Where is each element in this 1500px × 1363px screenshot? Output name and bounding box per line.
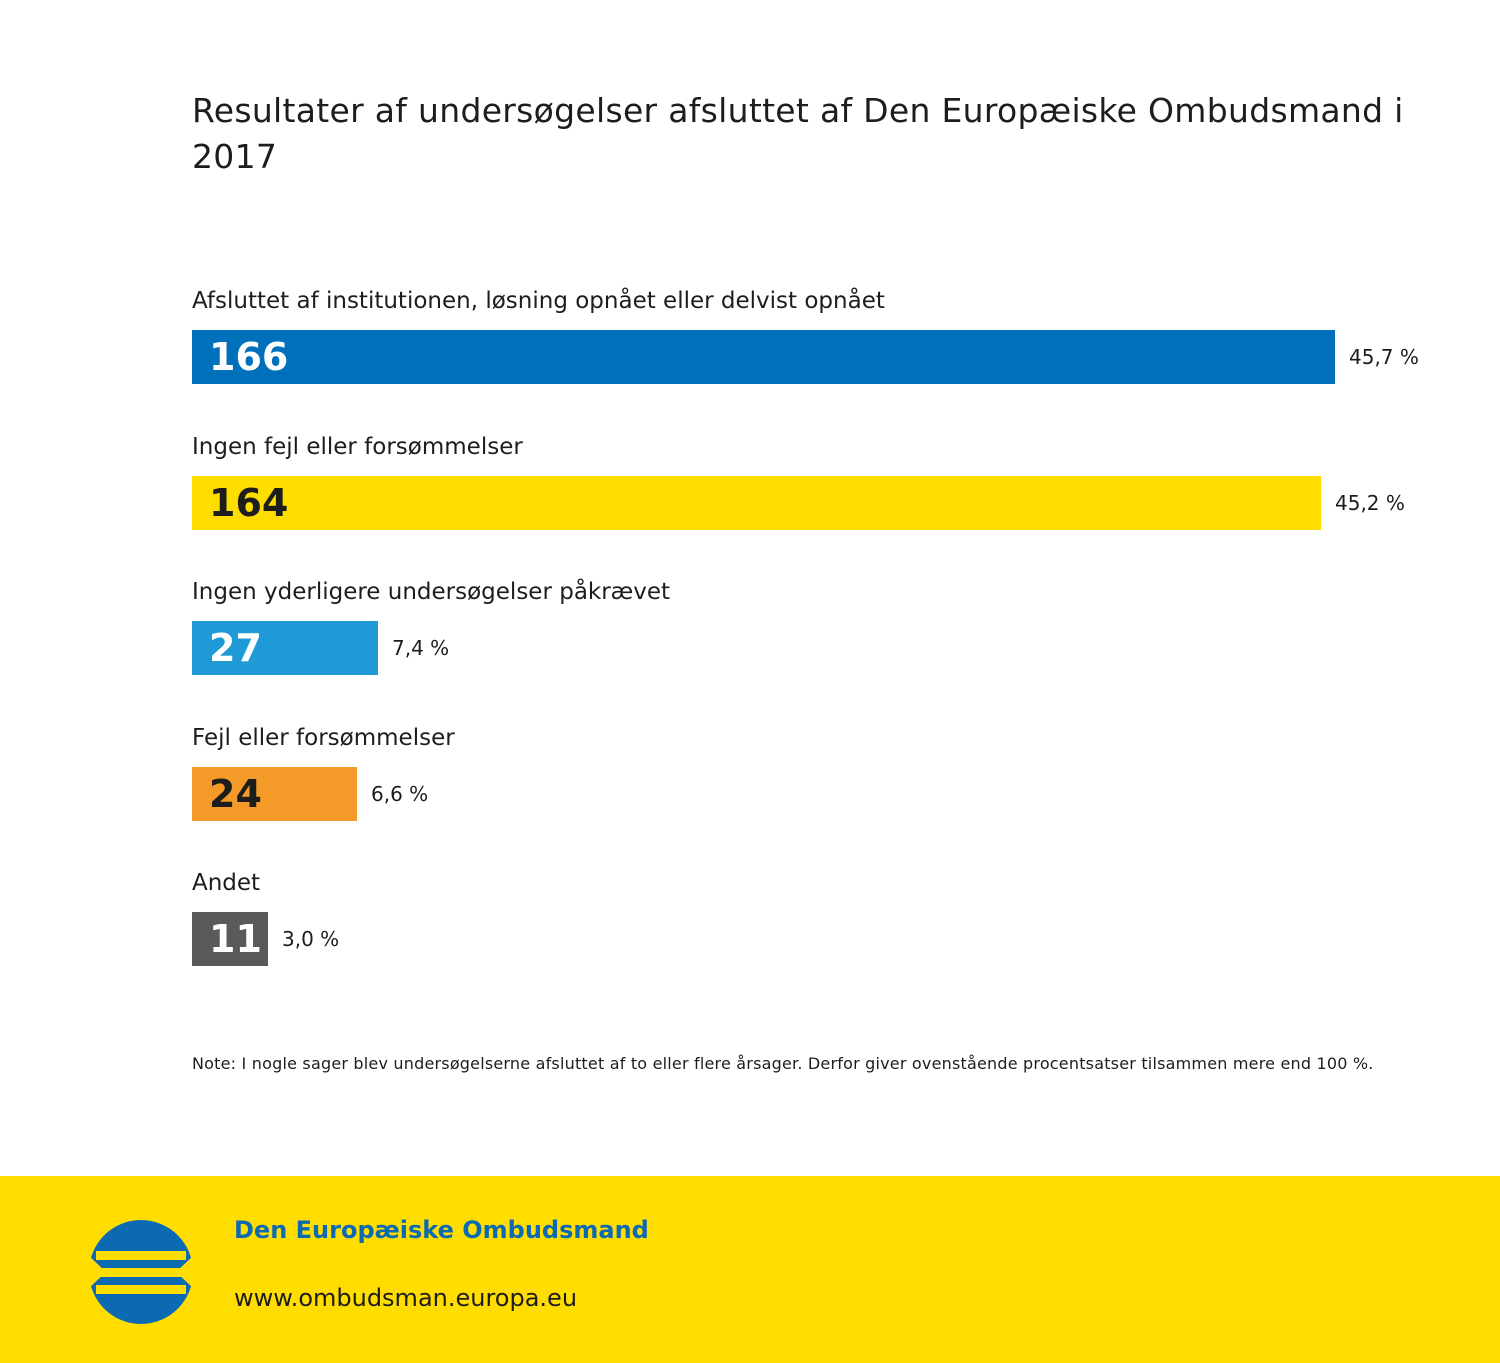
bar: 27 bbox=[192, 621, 378, 675]
chart-title: Resultater af undersøgelser afsluttet af… bbox=[192, 91, 1404, 176]
category-label: Fejl eller forsømmelser bbox=[192, 724, 455, 751]
bar-percent-label: 7,4 % bbox=[392, 636, 450, 660]
bar: 164 bbox=[192, 475, 1321, 530]
category-label: Andet bbox=[192, 870, 261, 896]
category-label: Ingen yderligere undersøgelser påkrævet bbox=[192, 579, 671, 605]
bar-percent-label: 45,2 % bbox=[1335, 490, 1405, 515]
bar-value-label: 166 bbox=[209, 335, 289, 379]
category-label: Afsluttet af institutionen, løsning opnå… bbox=[192, 288, 885, 314]
european-ombudsman-logo-icon bbox=[88, 1220, 194, 1324]
footer-organization-name: Den Europæiske Ombudsmand bbox=[234, 1216, 649, 1244]
bar-value-label: 24 bbox=[209, 771, 262, 816]
bar-value-label: 27 bbox=[209, 626, 262, 670]
category-label: Ingen fejl eller forsømmelser bbox=[192, 433, 523, 460]
bar-value-label: 164 bbox=[209, 480, 289, 525]
bar: 166 bbox=[192, 330, 1335, 384]
footer-website-link[interactable]: www.ombudsman.europa.eu bbox=[234, 1284, 578, 1312]
bar-percent-label: 6,6 % bbox=[371, 781, 429, 806]
bar-value-label: 11 bbox=[209, 917, 262, 961]
chart-note: Note: I nogle sager blev undersøgelserne… bbox=[192, 1054, 1374, 1073]
bar: 24 bbox=[192, 766, 357, 821]
bar: 11 bbox=[192, 912, 268, 966]
bar-chart: Afsluttet af institutionen, løsning opnå… bbox=[192, 288, 1419, 966]
footer: Den Europæiske Ombudsmand www.ombudsman.… bbox=[0, 1176, 1500, 1363]
bar-percent-label: 45,7 % bbox=[1349, 345, 1419, 369]
bar-percent-label: 3,0 % bbox=[282, 927, 340, 951]
